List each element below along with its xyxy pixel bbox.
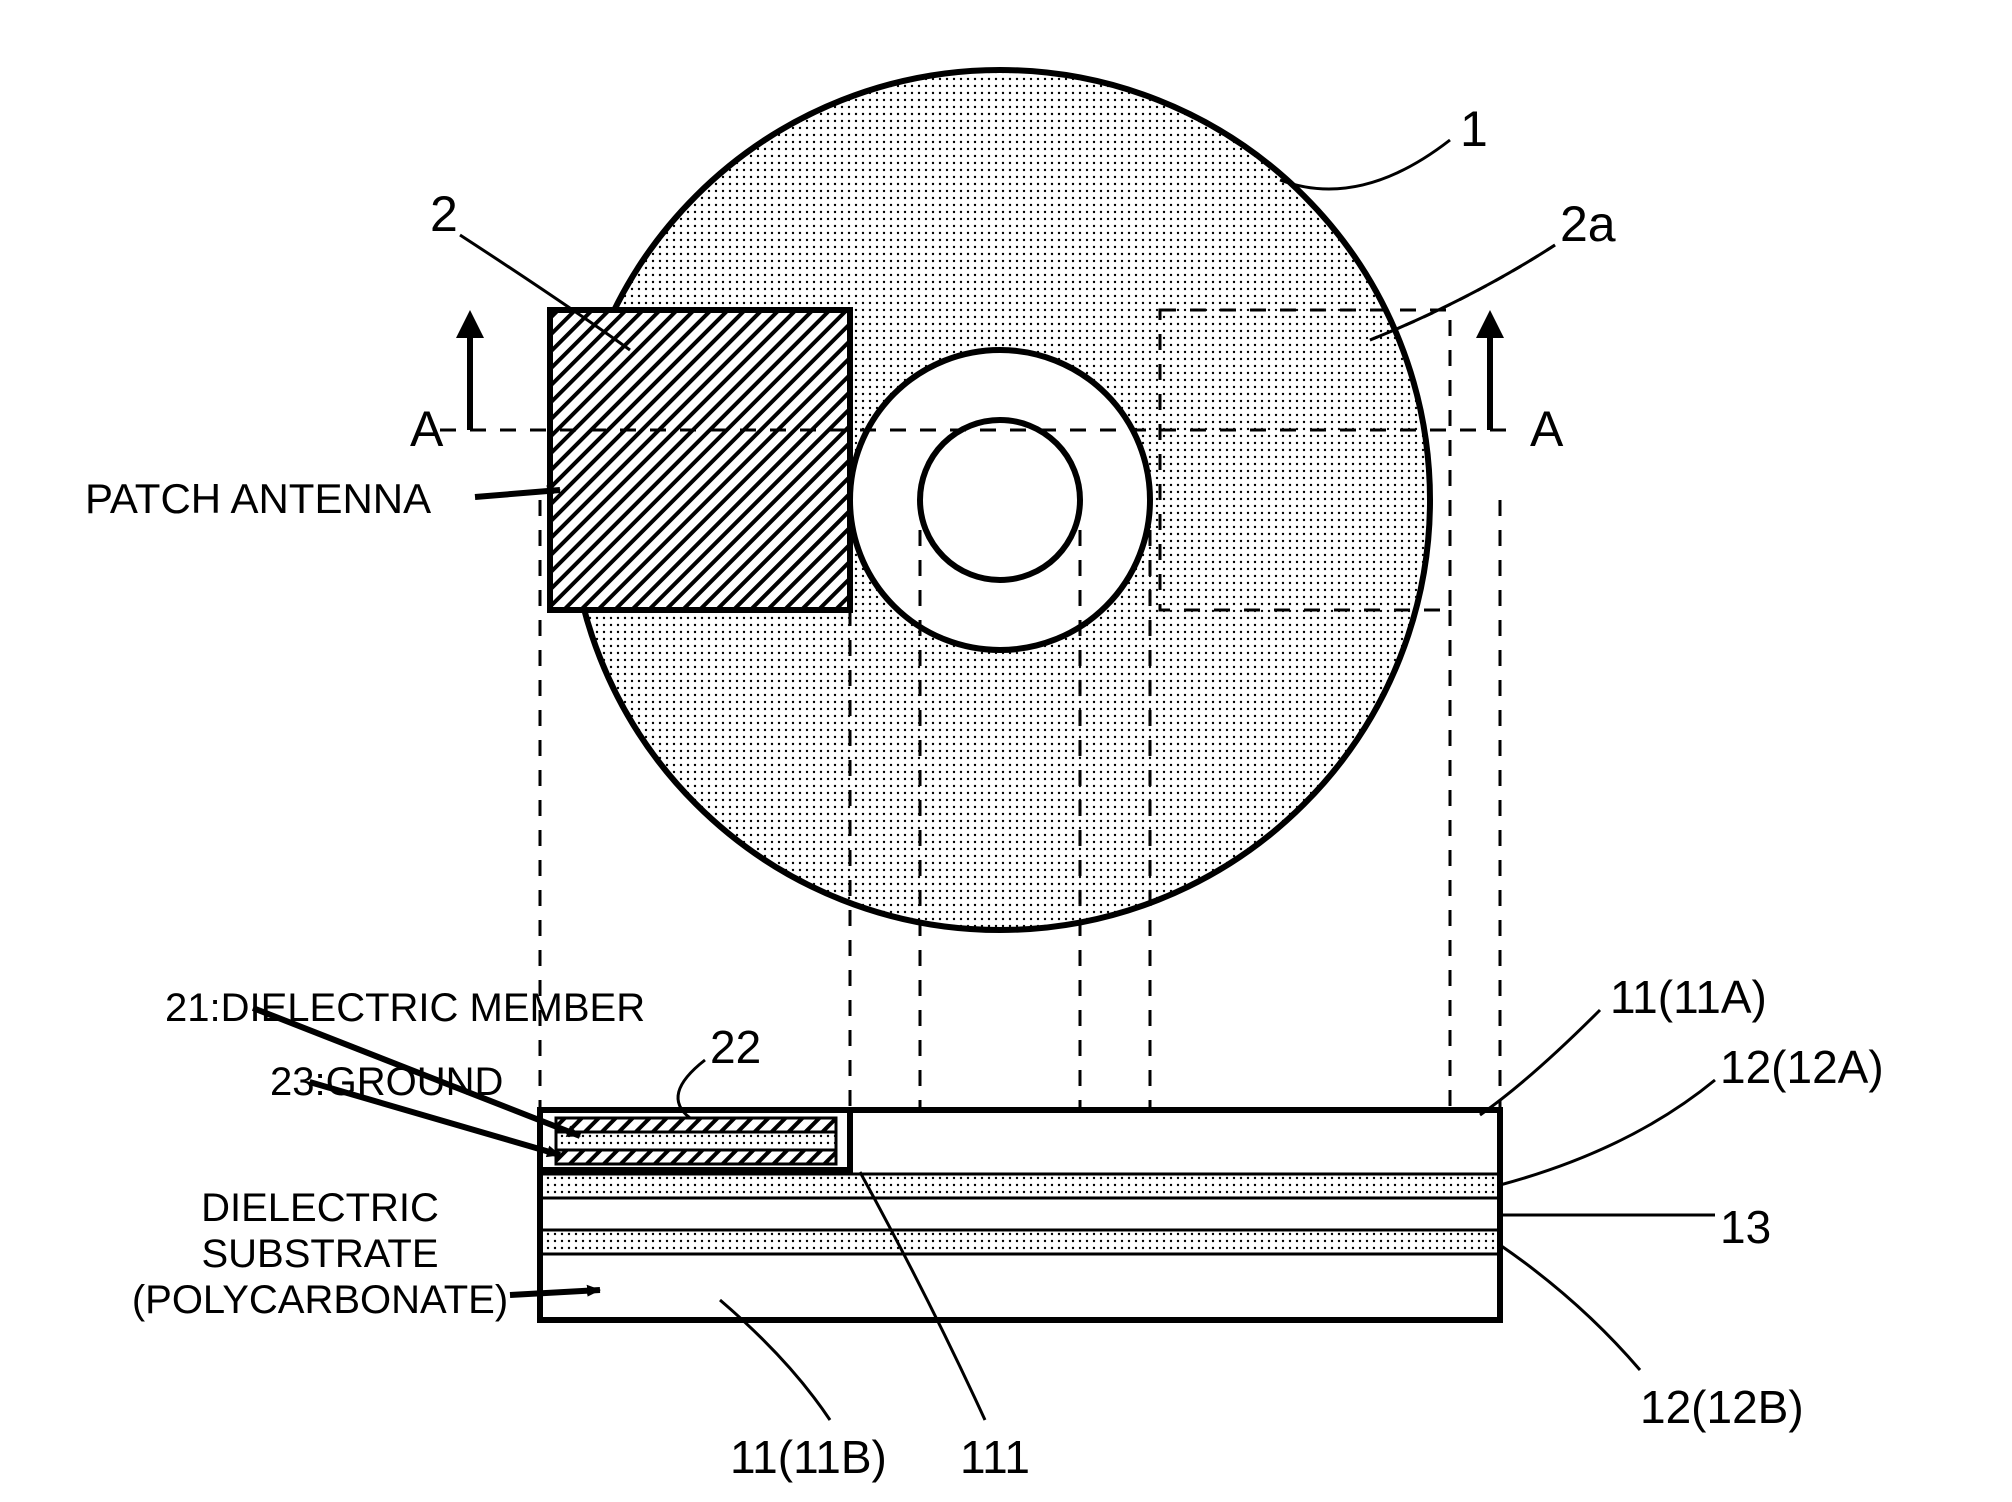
label: 13 <box>1720 1200 1771 1254</box>
label: 1 <box>1460 100 1488 158</box>
label: 23:GROUND <box>270 1060 503 1105</box>
label: 2a <box>1560 195 1616 253</box>
label: 21:DIELECTRIC MEMBER <box>165 986 645 1031</box>
label: 11(11A) <box>1610 970 1767 1024</box>
label: 22 <box>710 1020 761 1074</box>
cross-section <box>540 1110 1500 1320</box>
label: A <box>1530 400 1563 458</box>
label: A <box>410 400 443 458</box>
label: 12(12A) <box>1720 1040 1884 1094</box>
label: 12(12B) <box>1640 1380 1804 1434</box>
label: 111 <box>960 1430 1030 1484</box>
label: 2 <box>430 185 458 243</box>
label-dielectric-substrate: DIELECTRIC SUBSTRATE (POLYCARBONATE) <box>132 1185 508 1323</box>
label: PATCH ANTENNA <box>85 475 431 523</box>
patch-antenna-2 <box>550 310 850 610</box>
label: 11(11B) <box>730 1430 887 1484</box>
diagram-stage: 1 2 2a A A 22 11(11A) 12(12A) 13 12(12B) 11(11B) 11… <box>0 0 2012 1502</box>
